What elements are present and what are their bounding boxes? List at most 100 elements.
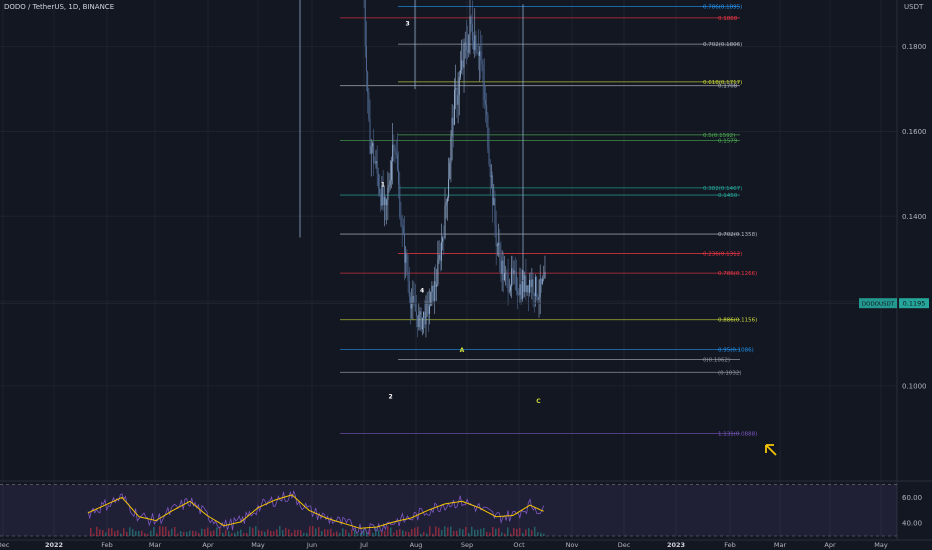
candle-body [432, 285, 434, 301]
candle-body [389, 180, 391, 185]
candle-body [476, 52, 478, 54]
volume-bar [351, 529, 353, 536]
candle-body [426, 301, 428, 303]
candle-body [412, 295, 414, 304]
volume-bar [243, 532, 245, 536]
volume-bar [204, 529, 206, 536]
candle-body [508, 290, 510, 292]
volume-bar [348, 532, 350, 536]
candle-body [501, 260, 503, 274]
x-tick-label: Mar [149, 541, 162, 549]
x-tick-label: Apr [824, 541, 836, 549]
candle-body [392, 144, 394, 162]
candle-body [404, 234, 406, 263]
currency-label: USDT [904, 3, 924, 11]
rsi-tick-label: 40.00 [902, 520, 922, 528]
candle-body [427, 301, 429, 314]
volume-bar [111, 528, 113, 536]
volume-bar [192, 530, 194, 536]
candle-body [383, 197, 385, 206]
candle-body [505, 272, 507, 274]
volume-bar [282, 529, 284, 536]
volume-bar [153, 527, 155, 536]
volume-bar [267, 529, 269, 536]
candle-body [405, 253, 407, 263]
candle-body [390, 161, 392, 181]
candle-body [495, 225, 497, 247]
volume-bar [465, 527, 467, 536]
candle-body [536, 277, 538, 298]
candle-body [408, 281, 410, 297]
volume-bar [198, 533, 200, 536]
candle-body [446, 197, 448, 203]
candle-body [527, 285, 529, 293]
volume-bar [90, 527, 92, 536]
fib-extension-label: 0.5(0.1592) [703, 133, 735, 139]
candle-body [364, 0, 366, 47]
volume-bar [249, 526, 251, 536]
x-tick-label: Apr [202, 541, 214, 549]
candle-body [455, 87, 457, 90]
x-tick-label: 2022 [45, 541, 63, 549]
candle-body [439, 254, 441, 261]
candle-body [458, 77, 460, 96]
volume-bar [444, 526, 446, 536]
volume-bar [489, 532, 491, 536]
volume-bar [231, 533, 233, 536]
volume-bar [144, 533, 146, 536]
volume-bar [171, 528, 173, 536]
candle-body [387, 187, 389, 200]
candle-body [398, 169, 400, 186]
candle-body [477, 52, 479, 56]
candle-body [471, 24, 473, 42]
candle-body [436, 284, 438, 287]
volume-bar [180, 531, 182, 536]
volume-bar [345, 529, 347, 536]
candle-body [371, 143, 373, 146]
volume-bar [105, 532, 107, 536]
volume-bar [360, 533, 362, 536]
fib-retracement-label: 0.886(0.1156) [718, 318, 757, 324]
volume-bar [405, 531, 407, 536]
fib-retracement-label: 0.1868 [718, 16, 738, 22]
volume-bar [342, 528, 344, 536]
candle-body [440, 241, 442, 261]
candle-body [492, 175, 494, 206]
volume-bar [297, 529, 299, 536]
x-tick-label: Aug [410, 541, 423, 549]
candles-group [299, 0, 546, 338]
x-tick-label: Mar [774, 541, 787, 549]
fib-retracement-label: 1.131(0.0888) [718, 431, 757, 437]
candle-body [465, 42, 467, 51]
candle-body [518, 293, 520, 295]
candle-body [481, 60, 483, 65]
volume-bar [216, 527, 218, 536]
volume-bar [438, 527, 440, 536]
volume-bar [219, 527, 221, 536]
symbol-badge [859, 298, 897, 309]
candle-body [429, 305, 431, 314]
volume-bar [303, 532, 305, 536]
volume-bar [159, 526, 161, 536]
candle-body [414, 301, 416, 312]
volume-bar [177, 533, 179, 536]
candle-body [483, 82, 485, 101]
candle-body [430, 292, 432, 306]
symbol-badge-label: DODOUSDT [862, 302, 895, 308]
candle-body [521, 281, 523, 300]
volume-bar [381, 530, 383, 536]
candle-body [493, 198, 495, 206]
volume-bar [168, 530, 170, 536]
candle-body [454, 89, 456, 125]
candle-body [528, 279, 530, 293]
candle-body [494, 198, 496, 226]
candle-body [506, 272, 508, 275]
candle-body [367, 71, 369, 93]
candle-body [533, 293, 535, 297]
volume-bar [126, 531, 128, 536]
volume-bar [225, 530, 227, 536]
volume-bar [528, 528, 530, 536]
volume-bar [531, 530, 533, 536]
volume-bar [123, 528, 125, 536]
